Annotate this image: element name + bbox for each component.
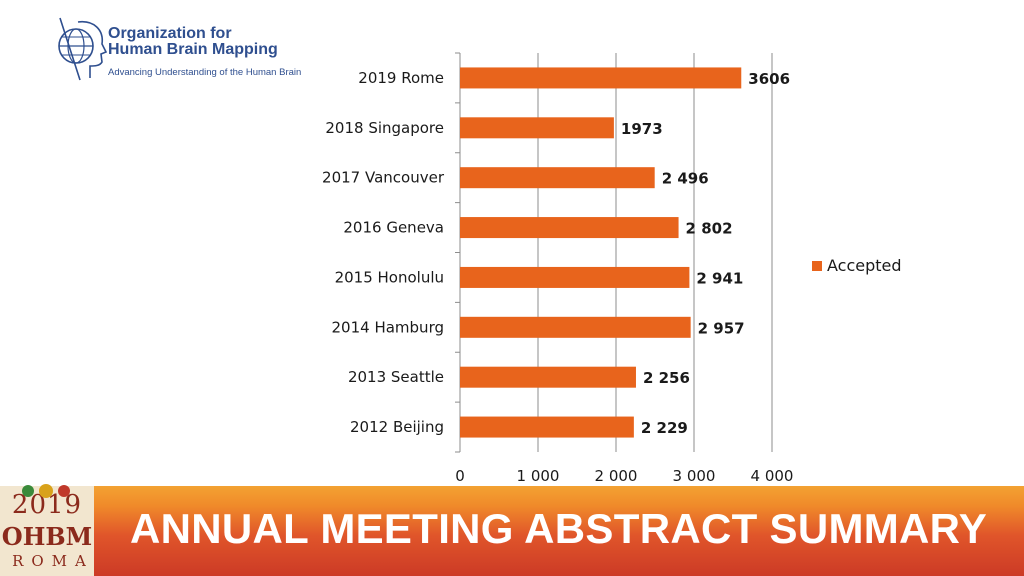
data-label: 1973 <box>621 120 663 138</box>
ohbm-logo: Organization for Human Brain Mapping Adv… <box>50 14 301 86</box>
x-tick-label: 4 000 <box>751 467 794 485</box>
x-tick-label: 0 <box>455 467 465 485</box>
bar <box>460 167 655 189</box>
data-label: 2 802 <box>686 220 733 238</box>
bar <box>460 316 691 338</box>
category-label: 2015 Honolulu <box>335 268 444 286</box>
org-name: Organization for Human Brain Mapping <box>108 26 278 58</box>
data-label: 2 941 <box>696 269 743 287</box>
org-name-line1: Organization for <box>108 25 232 42</box>
legend-swatch <box>812 260 822 271</box>
badge-city: ROMA <box>12 552 94 570</box>
data-label: 2 496 <box>662 170 709 188</box>
bar <box>460 67 742 89</box>
x-tick-label: 2 000 <box>595 467 638 485</box>
ohbm-2019-badge: 2019 OHBM ROMA <box>0 486 94 576</box>
bar <box>460 416 634 438</box>
x-tick-label: 1 000 <box>517 467 560 485</box>
category-label: 2018 Singapore <box>325 119 444 137</box>
footer-banner <box>0 486 1024 576</box>
category-label: 2012 Beijing <box>350 418 444 436</box>
badge-org: OHBM <box>1 522 93 551</box>
data-label: 3606 <box>748 70 790 88</box>
bar <box>460 117 614 139</box>
category-label: 2017 Vancouver <box>322 169 445 187</box>
legend-label: Accepted <box>827 256 902 275</box>
org-name-line2: Human Brain Mapping <box>108 41 278 58</box>
bar <box>460 366 636 388</box>
chart-legend: Accepted <box>812 256 902 275</box>
badge-emblem-icon <box>22 484 70 498</box>
data-label: 2 229 <box>641 419 688 437</box>
data-label: 2 256 <box>643 369 690 387</box>
bar <box>460 266 690 288</box>
org-tagline: Advancing Understanding of the Human Bra… <box>108 67 302 78</box>
category-label: 2019 Rome <box>358 69 444 87</box>
brain-head-icon <box>58 17 108 81</box>
category-label: 2016 Geneva <box>343 219 444 237</box>
category-label: 2013 Seattle <box>348 368 444 386</box>
category-label: 2014 Hamburg <box>332 318 444 336</box>
x-tick-label: 3 000 <box>673 467 716 485</box>
abstract-bar-chart: 2019 Rome 3606 2018 Singapore 1973 2017 Vanc… <box>322 52 794 485</box>
data-label: 2 957 <box>698 319 745 337</box>
page-title: ANNUAL MEETING ABSTRACT SUMMARY <box>130 505 988 552</box>
bar <box>460 217 679 239</box>
